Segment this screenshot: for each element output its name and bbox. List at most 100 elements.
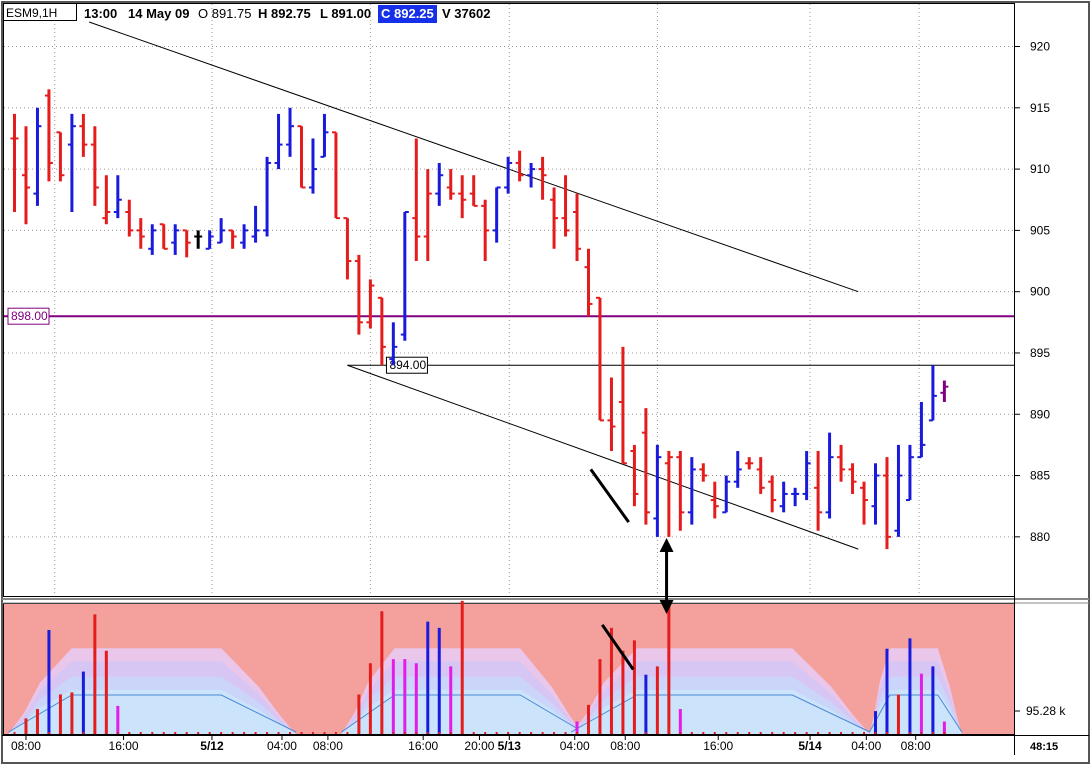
time-tick-label: 5/13 bbox=[498, 739, 522, 753]
volume-band bbox=[8, 689, 297, 734]
ohlc-bar bbox=[641, 408, 650, 525]
ohlc-bar bbox=[894, 444, 903, 537]
time-tick-label: 08:00 bbox=[11, 739, 41, 753]
ohlc-bar bbox=[515, 150, 524, 182]
price-label-box bbox=[385, 356, 428, 374]
ohlc-bar bbox=[446, 169, 455, 200]
ohlc-bar bbox=[67, 113, 76, 212]
ohlc-bar bbox=[102, 175, 111, 225]
time-tick-label: 16:00 bbox=[109, 739, 139, 753]
ohlc-bar bbox=[733, 451, 742, 488]
ohlc-bar bbox=[607, 377, 616, 452]
annotations bbox=[589, 468, 674, 671]
ohlc-bar bbox=[492, 186, 501, 243]
volume-average-line bbox=[8, 694, 297, 733]
price-tick-label: 895 bbox=[1030, 346, 1050, 360]
ohlc-bar bbox=[435, 162, 444, 206]
volume-tick-label: 95.28 k bbox=[1026, 704, 1066, 718]
time-tick-label: 08:00 bbox=[901, 739, 931, 753]
ohlc-bar bbox=[940, 380, 949, 402]
ohlc-bar bbox=[125, 199, 134, 237]
time-tick-label: 5/14 bbox=[798, 739, 822, 753]
ohlc-bar bbox=[538, 156, 547, 200]
ohlc-bar bbox=[217, 218, 226, 244]
ohlc-bar bbox=[251, 205, 260, 243]
ohlc-bar bbox=[423, 169, 432, 262]
ohlc-bar bbox=[148, 224, 157, 255]
ohlc-bar bbox=[687, 457, 696, 525]
annotation-line bbox=[601, 623, 635, 671]
ohlc-bar bbox=[550, 187, 559, 249]
open-value: O 891.75 bbox=[198, 6, 252, 21]
ohlc-bar bbox=[56, 131, 65, 182]
ohlc-bar bbox=[814, 451, 823, 531]
price-tick-label: 915 bbox=[1030, 101, 1050, 115]
ohlc-bar bbox=[768, 475, 777, 513]
ohlc-bar bbox=[412, 138, 421, 262]
trendline bbox=[88, 21, 859, 293]
ohlc-bar bbox=[366, 279, 375, 329]
ohlc-bar bbox=[136, 218, 145, 249]
ohlc-bar bbox=[469, 175, 478, 207]
time-tick-label: 04:00 bbox=[851, 739, 881, 753]
volume-value: V 37602 bbox=[442, 6, 491, 21]
ohlc-bar bbox=[297, 125, 306, 189]
ohlc-bar bbox=[699, 463, 708, 482]
ohlc-bar bbox=[354, 254, 363, 335]
ohlc-bar bbox=[400, 211, 409, 341]
ohlc-bar bbox=[722, 475, 731, 514]
ohlc-bar bbox=[837, 444, 846, 482]
ohlc-bar bbox=[171, 224, 180, 255]
ohlc-bar bbox=[561, 175, 570, 237]
ohlc-bar bbox=[308, 138, 317, 194]
ohlc-bar bbox=[182, 229, 191, 258]
bar-date: 14 May 09 bbox=[128, 6, 190, 21]
price-label: 894.00 bbox=[389, 358, 426, 372]
ohlc-bar bbox=[343, 217, 352, 280]
time-tick-label: 20:00 bbox=[464, 739, 494, 753]
price-tick-label: 880 bbox=[1030, 530, 1050, 544]
ohlc-bar bbox=[159, 223, 168, 250]
ohlc-bar bbox=[573, 193, 582, 262]
ohlc-bar bbox=[745, 457, 754, 470]
time-tick-label: 08:00 bbox=[610, 739, 640, 753]
ohlc-bar bbox=[848, 463, 857, 494]
ohlc-bar bbox=[917, 402, 926, 459]
arrow-head-up bbox=[659, 538, 674, 552]
ohlc-bar bbox=[331, 131, 340, 220]
ohlc-bar bbox=[481, 199, 490, 262]
price-tick-label: 885 bbox=[1030, 469, 1050, 483]
ohlc-bar bbox=[389, 322, 398, 366]
price-bars bbox=[10, 89, 949, 550]
price-tick-label: 900 bbox=[1030, 285, 1050, 299]
ohlc-bar bbox=[194, 230, 203, 249]
close-value: C 892.25 bbox=[378, 5, 437, 23]
time-tick-label: 16:00 bbox=[408, 739, 438, 753]
ohlc-bar bbox=[458, 175, 467, 219]
ohlc-bar bbox=[871, 463, 880, 525]
ohlc-bar bbox=[33, 107, 42, 206]
time-tick-label: 04:00 bbox=[267, 739, 297, 753]
volume-band bbox=[869, 689, 962, 734]
ohlc-bar bbox=[79, 113, 88, 157]
ohlc-bar bbox=[791, 487, 800, 507]
ohlc-bar bbox=[860, 481, 869, 525]
ohlc-bar bbox=[286, 107, 295, 157]
symbol-box[interactable]: ESM9,1H bbox=[3, 3, 77, 21]
ohlc-bar bbox=[377, 296, 386, 366]
annotation-line bbox=[589, 468, 630, 524]
bar-time: 13:00 bbox=[84, 6, 118, 21]
ohlc-bar bbox=[10, 113, 19, 212]
ohlc-bar bbox=[676, 451, 685, 531]
ohlc-bar bbox=[274, 113, 283, 170]
ohlc-bar bbox=[240, 224, 249, 249]
ohlc-bar bbox=[263, 156, 272, 237]
price-axis: 920 915 910 905 900 895 890 885 880 95.28 k bbox=[1014, 40, 1066, 718]
ohlc-bar bbox=[825, 432, 834, 519]
volume-average-line bbox=[869, 694, 963, 733]
trendlines: 898.00 894.00 bbox=[4, 21, 1014, 550]
price-tick-label: 890 bbox=[1030, 407, 1050, 421]
